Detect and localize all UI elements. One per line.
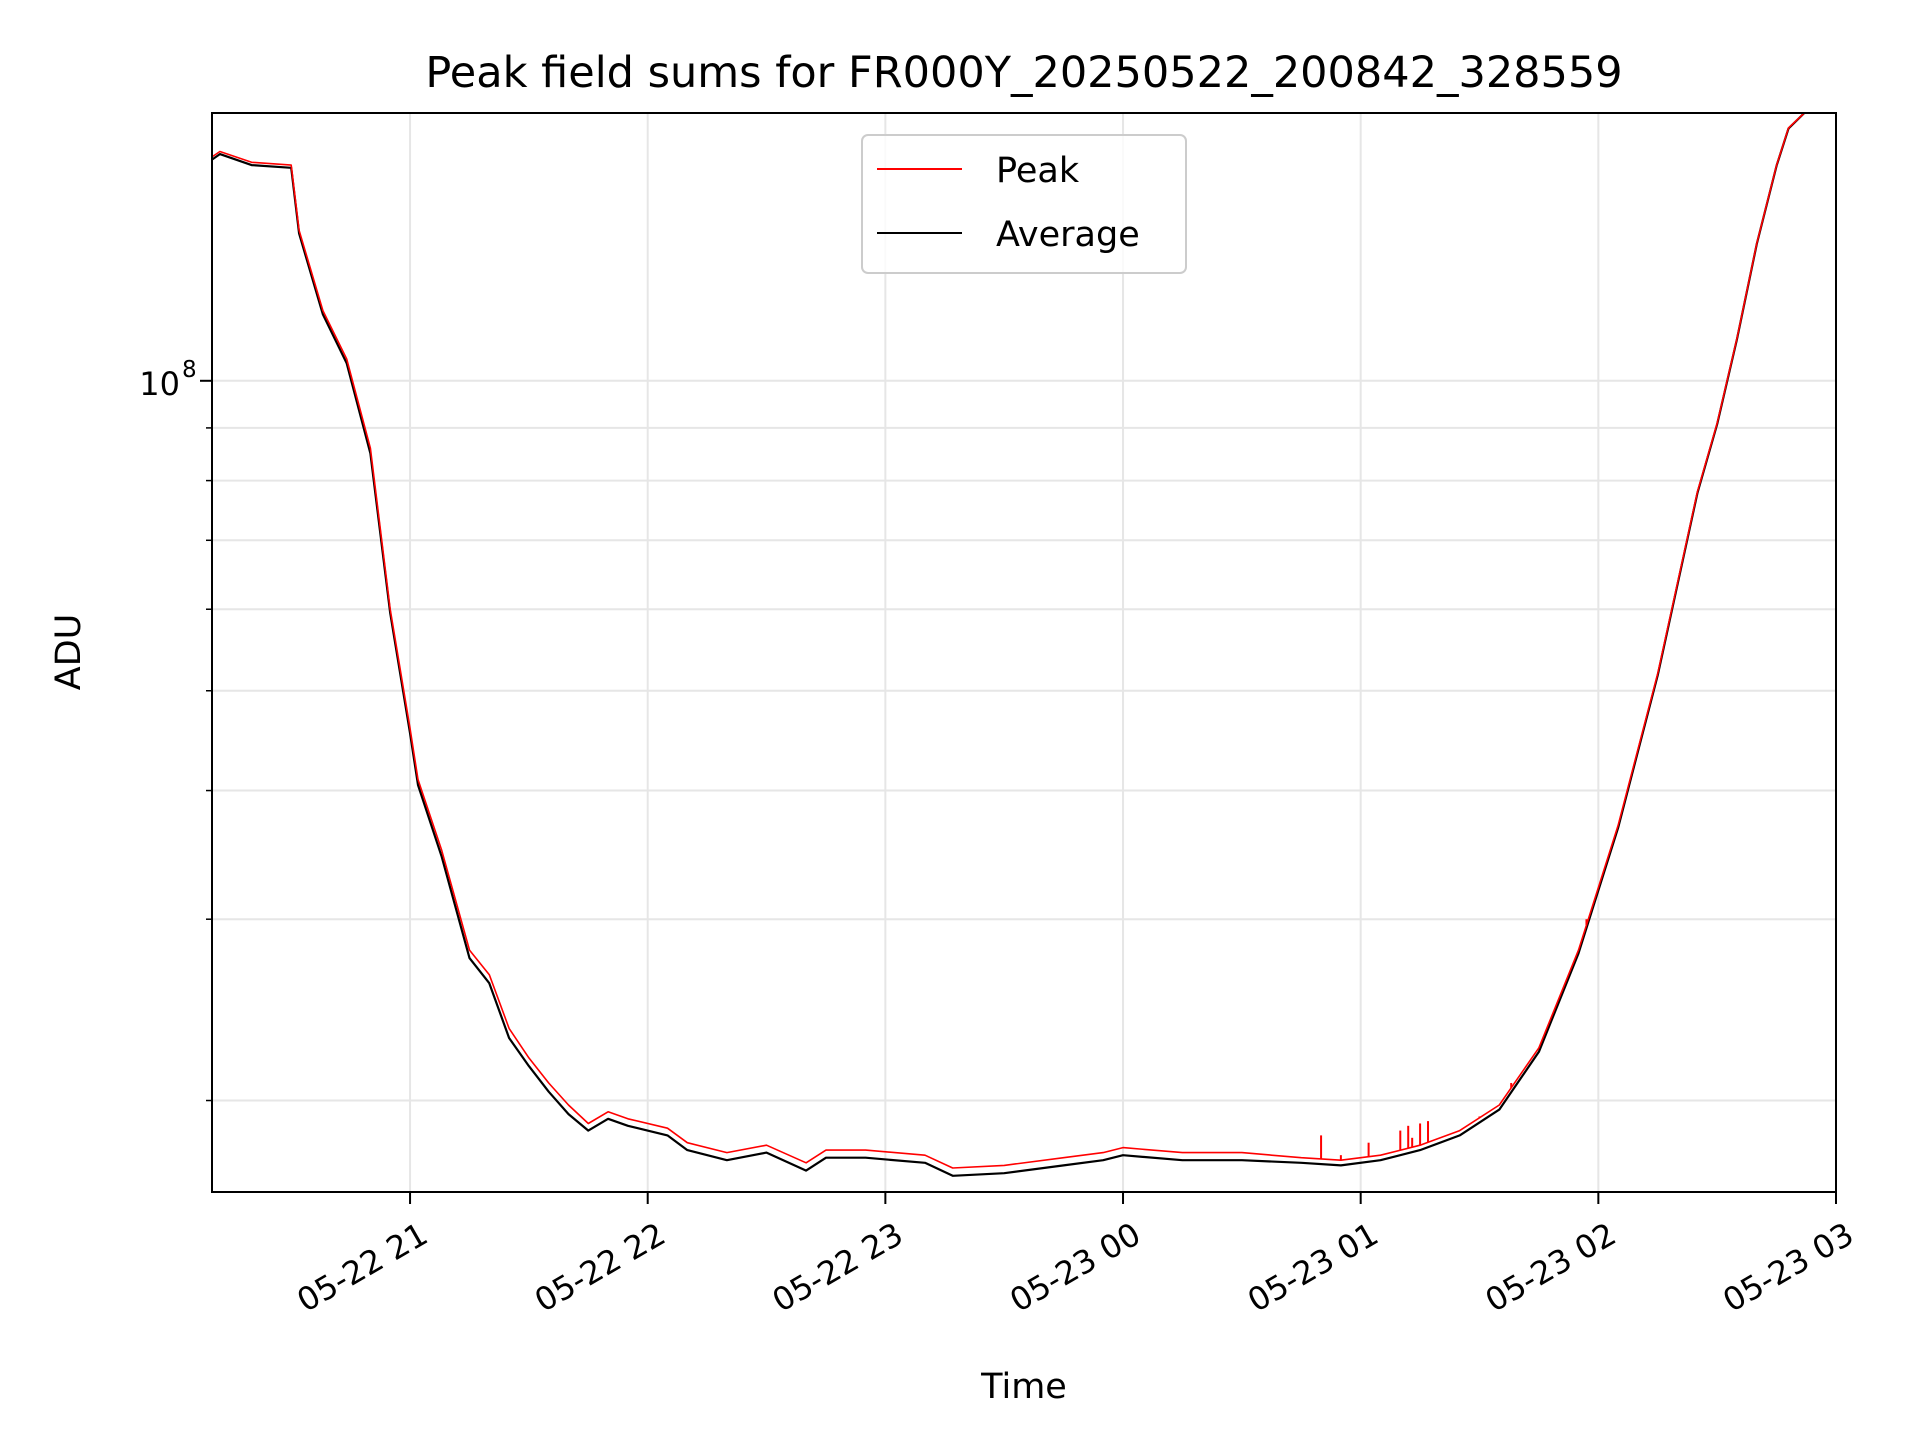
y-axis-ticks: 10 8 [139, 357, 212, 1102]
legend-average-label: Average [996, 215, 1140, 255]
legend-peak-label: Peak [996, 151, 1080, 191]
legend: Peak Average [861, 134, 1187, 274]
axes-frame [211, 112, 1837, 1193]
y-tick-label-exponent: 8 [182, 357, 197, 383]
plot-area [211, 112, 1806, 1177]
y-tick-label: 10 [139, 365, 180, 403]
peak-series-line [211, 112, 1805, 1169]
chart-title: Peak field sums for FR000Y_20250522_2008… [425, 48, 1622, 98]
x-axis-label: Time [980, 1367, 1067, 1407]
grid-lines [212, 113, 1837, 1192]
y-axis-label: ADU [49, 614, 89, 691]
